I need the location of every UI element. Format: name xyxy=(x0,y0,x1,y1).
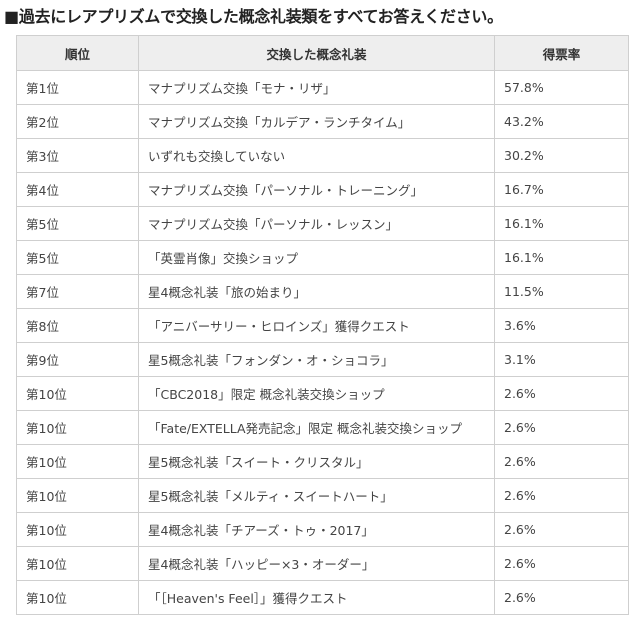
table-row: 第3位 いずれも交換していない 30.2% xyxy=(16,138,629,173)
table-row: 第10位 星5概念礼装「メルティ・スイートハート」 2.6% xyxy=(16,478,629,513)
item-cell: マナプリズム交換「モナ・リザ」 xyxy=(138,70,495,105)
table-row: 第10位 星5概念礼装「スイート・クリスタル」 2.6% xyxy=(16,444,629,479)
table-row: 第10位 「［Heaven's Feel］」獲得クエスト 2.6% xyxy=(16,580,629,615)
table-row: 第7位 星4概念礼装「旅の始まり」 11.5% xyxy=(16,274,629,309)
rate-cell: 2.6% xyxy=(494,478,629,513)
item-cell: 「CBC2018」限定 概念礼装交換ショップ xyxy=(138,376,495,411)
rate-cell: 2.6% xyxy=(494,546,629,581)
table-row: 第10位 星4概念礼装「ハッピー×3・オーダー」 2.6% xyxy=(16,546,629,581)
table-row: 第4位 マナプリズム交換「パーソナル・トレーニング」 16.7% xyxy=(16,172,629,207)
table-header-row: 順位 交換した概念礼装 得票率 xyxy=(16,35,629,71)
item-cell: 「［Heaven's Feel］」獲得クエスト xyxy=(138,580,495,615)
rank-cell: 第5位 xyxy=(16,240,139,275)
rank-cell: 第10位 xyxy=(16,512,139,547)
rank-cell: 第9位 xyxy=(16,342,139,377)
item-cell: マナプリズム交換「パーソナル・レッスン」 xyxy=(138,206,495,241)
rate-cell: 16.7% xyxy=(494,172,629,207)
rate-cell: 16.1% xyxy=(494,206,629,241)
rank-cell: 第7位 xyxy=(16,274,139,309)
rate-cell: 2.6% xyxy=(494,376,629,411)
header-item: 交換した概念礼装 xyxy=(138,35,495,71)
rank-cell: 第10位 xyxy=(16,376,139,411)
header-rate: 得票率 xyxy=(494,35,629,71)
rate-cell: 16.1% xyxy=(494,240,629,275)
table-row: 第10位 星4概念礼装「チアーズ・トゥ・2017」 2.6% xyxy=(16,512,629,547)
rank-cell: 第10位 xyxy=(16,478,139,513)
item-cell: 星5概念礼装「メルティ・スイートハート」 xyxy=(138,478,495,513)
rate-cell: 11.5% xyxy=(494,274,629,309)
rank-cell: 第3位 xyxy=(16,138,139,173)
rate-cell: 3.1% xyxy=(494,342,629,377)
item-cell: 「英霊肖像」交換ショップ xyxy=(138,240,495,275)
item-cell: マナプリズム交換「カルデア・ランチタイム」 xyxy=(138,104,495,139)
rank-cell: 第8位 xyxy=(16,308,139,343)
rate-cell: 2.6% xyxy=(494,512,629,547)
rank-cell: 第2位 xyxy=(16,104,139,139)
item-cell: マナプリズム交換「パーソナル・トレーニング」 xyxy=(138,172,495,207)
item-cell: 「Fate/EXTELLA発売記念」限定 概念礼装交換ショップ xyxy=(138,410,495,445)
table-row: 第5位 「英霊肖像」交換ショップ 16.1% xyxy=(16,240,629,275)
table-row: 第2位 マナプリズム交換「カルデア・ランチタイム」 43.2% xyxy=(16,104,629,139)
rate-cell: 2.6% xyxy=(494,410,629,445)
rank-cell: 第5位 xyxy=(16,206,139,241)
table-row: 第9位 星5概念礼装「フォンダン・オ・ショコラ」 3.1% xyxy=(16,342,629,377)
item-cell: 星5概念礼装「スイート・クリスタル」 xyxy=(138,444,495,479)
rate-cell: 2.6% xyxy=(494,444,629,479)
rate-cell: 57.8% xyxy=(494,70,629,105)
rate-cell: 30.2% xyxy=(494,138,629,173)
table-row: 第8位 「アニバーサリー・ヒロインズ」獲得クエスト 3.6% xyxy=(16,308,629,343)
item-cell: 「アニバーサリー・ヒロインズ」獲得クエスト xyxy=(138,308,495,343)
item-cell: 星5概念礼装「フォンダン・オ・ショコラ」 xyxy=(138,342,495,377)
rank-cell: 第10位 xyxy=(16,410,139,445)
table-row: 第10位 「Fate/EXTELLA発売記念」限定 概念礼装交換ショップ 2.6% xyxy=(16,410,629,445)
header-rank: 順位 xyxy=(16,35,139,71)
item-cell: いずれも交換していない xyxy=(138,138,495,173)
rate-cell: 43.2% xyxy=(494,104,629,139)
rate-cell: 3.6% xyxy=(494,308,629,343)
page-title: ■過去にレアプリズムで交換した概念礼装類をすべてお答えください。 xyxy=(4,7,503,26)
item-cell: 星4概念礼装「旅の始まり」 xyxy=(138,274,495,309)
rank-cell: 第1位 xyxy=(16,70,139,105)
item-cell: 星4概念礼装「ハッピー×3・オーダー」 xyxy=(138,546,495,581)
rank-cell: 第10位 xyxy=(16,546,139,581)
ranking-table: 順位 交換した概念礼装 得票率 第1位 マナプリズム交換「モナ・リザ」 57.8% 第… xyxy=(16,35,629,615)
rank-cell: 第10位 xyxy=(16,444,139,479)
table-row: 第1位 マナプリズム交換「モナ・リザ」 57.8% xyxy=(16,70,629,105)
table-row: 第5位 マナプリズム交換「パーソナル・レッスン」 16.1% xyxy=(16,206,629,241)
table-row: 第10位 「CBC2018」限定 概念礼装交換ショップ 2.6% xyxy=(16,376,629,411)
item-cell: 星4概念礼装「チアーズ・トゥ・2017」 xyxy=(138,512,495,547)
rank-cell: 第10位 xyxy=(16,580,139,615)
rank-cell: 第4位 xyxy=(16,172,139,207)
rate-cell: 2.6% xyxy=(494,580,629,615)
